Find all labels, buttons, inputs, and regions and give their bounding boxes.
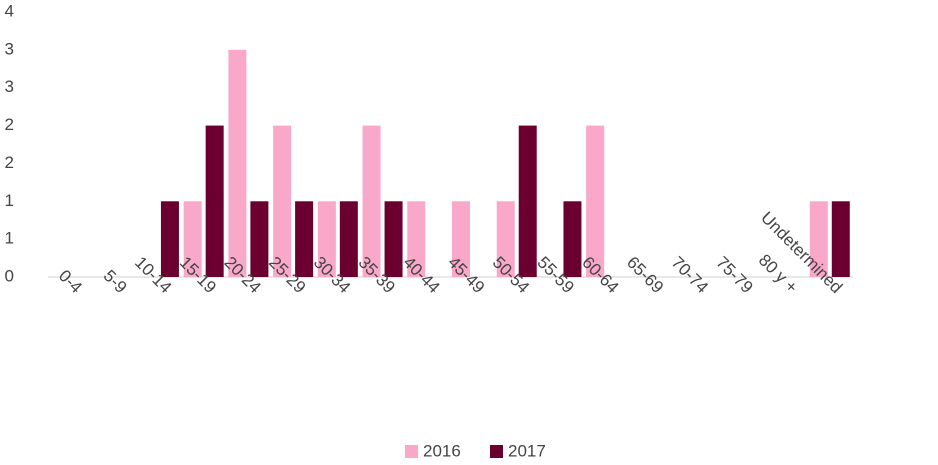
x-tick-label: 5-9 — [100, 266, 131, 297]
bar — [831, 201, 850, 277]
bar — [228, 49, 247, 277]
bar — [183, 201, 202, 277]
legend-label: 2017 — [508, 441, 546, 460]
bar — [160, 201, 179, 277]
bar — [586, 125, 605, 277]
legend-swatch — [405, 445, 418, 458]
bar — [205, 125, 224, 277]
y-tick-label: 2 — [5, 115, 14, 134]
x-tick-label: 70-74 — [668, 253, 712, 297]
y-tick-label: 1 — [5, 229, 14, 248]
y-tick-label: 4 — [5, 1, 14, 20]
y-tick-label: 2 — [5, 153, 14, 172]
y-tick-label: 0 — [5, 266, 14, 285]
legend-label: 2016 — [423, 441, 461, 460]
x-tick-label: 75-79 — [712, 253, 756, 297]
bar — [384, 201, 403, 277]
x-tick-label: 0-4 — [55, 266, 86, 297]
bar — [362, 125, 381, 277]
bar — [295, 201, 314, 277]
bar — [250, 201, 269, 277]
bar — [518, 125, 537, 277]
bar — [317, 201, 336, 277]
y-tick-label: 3 — [5, 39, 14, 58]
legend-swatch — [490, 445, 503, 458]
y-tick-label: 1 — [5, 191, 14, 210]
bar — [809, 201, 828, 277]
bar — [452, 201, 470, 277]
bar — [339, 201, 358, 277]
bar — [407, 201, 426, 277]
bar — [563, 201, 582, 277]
bar — [496, 201, 515, 277]
x-tick-label: 65-69 — [623, 253, 667, 297]
bar — [273, 125, 292, 277]
y-tick-label: 3 — [5, 77, 14, 96]
